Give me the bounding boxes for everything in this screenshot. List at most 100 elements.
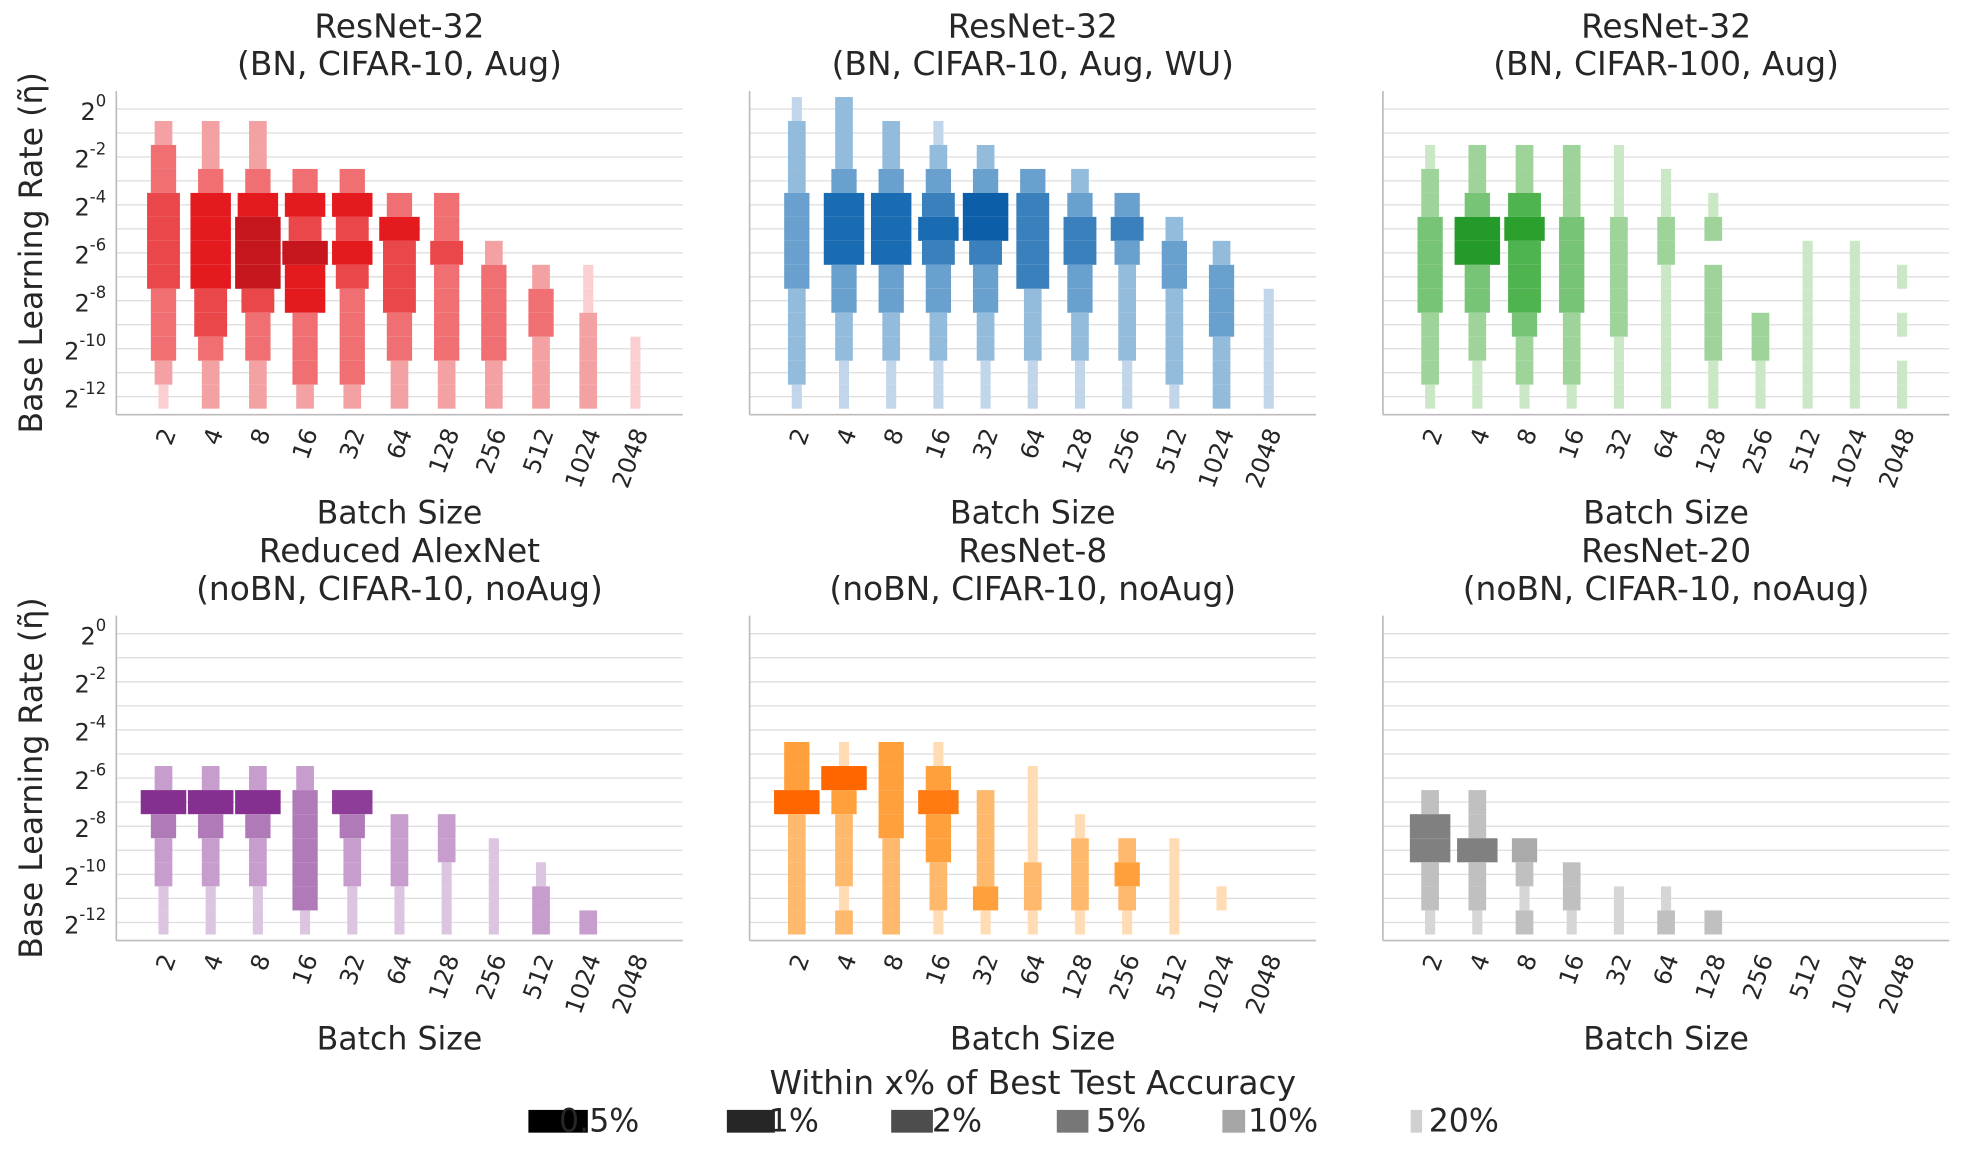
range-cell (1849, 360, 1860, 385)
range-cell (784, 240, 810, 265)
x-tick-label: 128 (1690, 425, 1732, 478)
range-cell (1661, 264, 1672, 289)
range-cell (870, 240, 912, 265)
range-cell (579, 910, 598, 935)
x-tick-label: 4 (1464, 425, 1496, 449)
range-cell (332, 240, 373, 265)
range-cell (1802, 264, 1813, 289)
range-cell (929, 862, 948, 887)
chart-title: (noBN, CIFAR-10, noAug) (196, 569, 603, 608)
range-cell (1027, 790, 1038, 815)
range-cell (1425, 144, 1436, 169)
x-axis-label: Batch Size (950, 1021, 1116, 1057)
chart-title: (noBN, CIFAR-10, noAug) (1463, 569, 1870, 608)
range-cell (823, 216, 865, 241)
range-cell (784, 216, 810, 241)
x-tick-label: 1024 (1193, 951, 1240, 1018)
range-cell (1562, 144, 1581, 169)
range-cell (1704, 910, 1723, 935)
range-cell (821, 766, 867, 791)
x-tick-label: 32 (967, 951, 1004, 989)
x-tick-label: 32 (334, 425, 371, 463)
range-cell (1802, 312, 1813, 337)
x-tick-label: 8 (245, 425, 277, 449)
range-cell (1071, 862, 1089, 887)
range-cell (1212, 336, 1231, 361)
x-tick-label: 128 (1057, 951, 1099, 1004)
range-cell (1472, 360, 1483, 385)
range-cell (976, 862, 995, 887)
range-cell (379, 216, 420, 241)
range-cell (1508, 288, 1541, 313)
range-cell (296, 766, 314, 791)
range-cell (1067, 264, 1093, 289)
range-cell (347, 910, 358, 935)
range-cell (1755, 360, 1766, 385)
range-cell (1464, 264, 1490, 289)
x-tick-label: 1024 (560, 425, 607, 492)
range-cell (1610, 264, 1628, 289)
legend-label: 10% (1248, 1104, 1318, 1140)
range-cell (1454, 216, 1501, 241)
range-cell (437, 384, 456, 409)
range-cell (335, 264, 369, 289)
range-cell (1027, 910, 1038, 935)
range-cell (1457, 838, 1498, 863)
range-cell (1165, 336, 1184, 361)
range-cell (1613, 144, 1624, 169)
chart-title: ResNet-32 (1581, 6, 1751, 45)
range-cell (1027, 766, 1038, 791)
range-cell (1169, 838, 1180, 863)
range-cell (154, 360, 173, 385)
range-cell (190, 192, 231, 217)
range-cell (532, 886, 550, 911)
range-cell (1613, 168, 1624, 193)
range-cell (1751, 312, 1770, 337)
range-cell (838, 886, 850, 911)
range-cell (976, 144, 995, 169)
range-cell (249, 144, 267, 169)
legend-swatch (726, 1109, 775, 1133)
range-cell (390, 384, 409, 409)
range-cell (1074, 814, 1086, 839)
range-cell (838, 384, 850, 409)
range-cell (787, 336, 806, 361)
range-cell (201, 766, 220, 791)
range-cell (532, 384, 550, 409)
range-cell (1468, 790, 1487, 815)
range-cell (1613, 360, 1624, 385)
range-cell (339, 312, 365, 337)
range-cell (484, 384, 503, 409)
x-tick-label: 2 (784, 425, 816, 449)
range-cell (1511, 838, 1538, 863)
range-cell (882, 144, 901, 169)
range-cell (1562, 168, 1581, 193)
range-cell (437, 360, 456, 385)
range-cell (488, 910, 499, 935)
range-cell (1114, 240, 1140, 265)
range-cell (1074, 360, 1086, 385)
x-tick-label: 512 (1784, 951, 1826, 1004)
range-cell (1425, 384, 1436, 409)
range-cell (249, 384, 267, 409)
x-tick-label: 64 (381, 951, 418, 989)
range-cell (1610, 312, 1628, 337)
x-tick-label: 128 (1057, 425, 1099, 478)
range-cell (1849, 336, 1860, 361)
x-tick-label: 32 (334, 951, 371, 989)
y-tick-label: 2-8 (75, 808, 107, 843)
range-cell (1661, 192, 1672, 217)
range-cell (386, 336, 413, 361)
range-cell (1165, 360, 1184, 385)
range-cell (925, 766, 952, 791)
range-cell (1515, 336, 1534, 361)
range-cell (838, 741, 850, 767)
range-cell (437, 814, 456, 839)
range-cell (1208, 264, 1235, 289)
range-cell (1896, 312, 1908, 337)
range-cell (1802, 240, 1813, 265)
range-cell (1704, 336, 1723, 361)
range-cell (1027, 814, 1038, 839)
range-cell (394, 910, 405, 935)
